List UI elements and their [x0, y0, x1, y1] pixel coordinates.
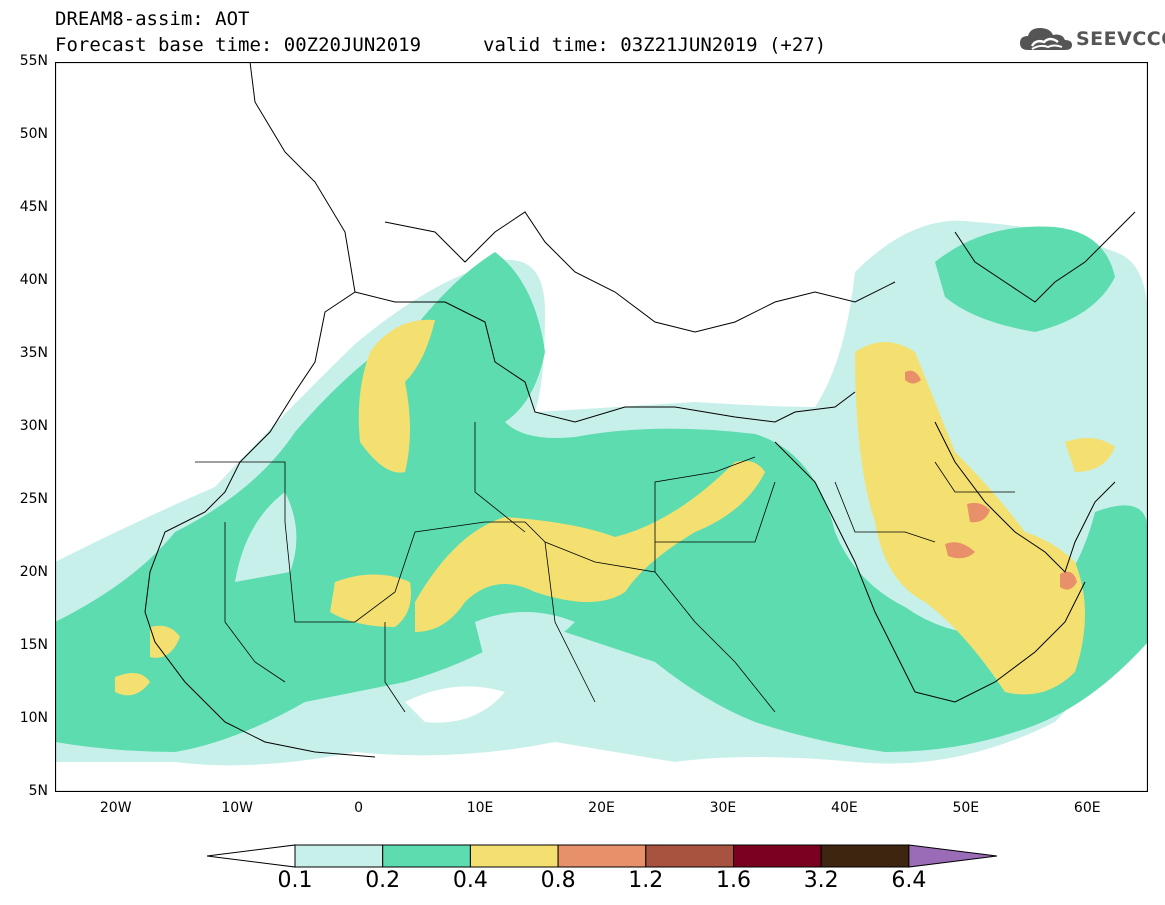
longitude-label: 0	[354, 800, 364, 816]
latitude-label: 25N	[19, 491, 48, 507]
valid-time: valid time: 03Z21JUN2019 (+27)	[483, 34, 827, 56]
longitude-label: 30E	[709, 800, 737, 816]
longitude-label: 10E	[466, 800, 494, 816]
colorbar-swatch	[820, 844, 910, 868]
coastlines	[144, 62, 1136, 758]
latitude-label: 10N	[19, 710, 48, 726]
latitude-label: 15N	[19, 637, 48, 653]
latitude-label: 30N	[19, 418, 48, 434]
longitude-label: 10W	[221, 800, 253, 816]
colorbar-swatch	[557, 844, 647, 868]
aot-level-0.2	[55, 226, 1148, 752]
map-title: DREAM8-assim: AOT	[55, 8, 250, 30]
colorbar-low-arrow	[206, 844, 296, 868]
aot-level-0.8	[905, 370, 1077, 590]
longitude-label: 20W	[99, 800, 132, 816]
seevccc-logo: SEEVCCC	[1018, 24, 1165, 56]
longitude-label: 40E	[831, 800, 858, 816]
latitude-label: 50N	[19, 126, 48, 142]
latitude-label: 45N	[19, 199, 48, 215]
latitude-label: 55N	[19, 53, 48, 69]
colorbar-swatch	[645, 844, 734, 868]
cloud-icon	[1020, 28, 1072, 50]
map-frame	[55, 62, 1148, 792]
country-borders	[195, 422, 1015, 713]
colorbar-swatch	[294, 844, 384, 868]
longitude-label: 60E	[1073, 800, 1101, 816]
colorbar-tick-label: 1.2	[628, 868, 664, 893]
latitude-label: 40N	[19, 272, 48, 288]
latitude-label: 20N	[19, 564, 48, 580]
colorbar-tick-label: 3.2	[803, 868, 839, 893]
colorbar-swatch	[469, 844, 559, 868]
colorbar-tick-label: 6.4	[891, 868, 927, 893]
longitude-label: 50E	[952, 800, 980, 816]
latitude-label: 5N	[28, 783, 48, 799]
latitude-label: 35N	[19, 345, 48, 361]
forecast-base-time: Forecast base time: 00Z20JUN2019	[55, 34, 422, 56]
colorbar-swatch	[382, 844, 471, 868]
colorbar-tick-label: 0.4	[452, 868, 488, 893]
logo-text: SEEVCCC	[1076, 28, 1165, 50]
colorbar-tick-label: 0.2	[365, 868, 401, 893]
aot-map	[55, 62, 1148, 792]
colorbar-tick-label: 1.6	[716, 868, 751, 893]
colorbar-swatch	[733, 844, 822, 868]
longitude-label: 20E	[588, 800, 615, 816]
colorbar-tick-label: 0.1	[277, 868, 313, 893]
colorbar-tick-label: 0.8	[540, 868, 576, 893]
colorbar-high-arrow	[908, 844, 997, 868]
